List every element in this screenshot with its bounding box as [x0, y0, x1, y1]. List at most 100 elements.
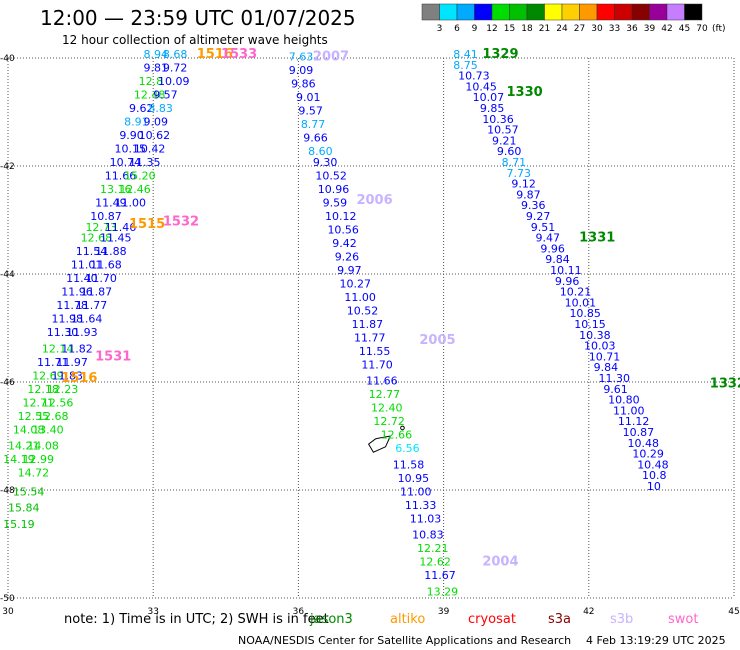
wave-height-label: 10.12 [325, 210, 357, 223]
wave-height-label: 11.01 [71, 259, 103, 272]
track-pass-label: 1332 [710, 376, 740, 391]
x-tick-label: 42 [583, 607, 594, 617]
wave-height-label: 9.66 [303, 132, 328, 145]
wave-height-label: 9.62 [129, 102, 154, 115]
wave-height-label: 9.60 [497, 145, 521, 158]
wave-height-label: 13.16 [100, 183, 131, 196]
wave-height-label: 10.56 [327, 224, 359, 237]
wave-height-label: 15.20 [124, 170, 156, 183]
wave-height-label: 10.48 [637, 458, 669, 471]
track-pass-label: 1533 [221, 47, 257, 62]
wave-height-label: 10.83 [412, 529, 444, 542]
track-pass-label: 2007 [313, 50, 349, 65]
colorbar-tick-label: 33 [609, 24, 620, 34]
wave-height-label: 8.83 [148, 102, 173, 115]
wave-height-label: 11.54 [76, 245, 108, 258]
wave-height-label: 12.40 [371, 402, 403, 415]
wave-height-label: 14.08 [27, 440, 59, 453]
wave-height-label: 9.96 [555, 275, 580, 288]
wave-height-label: 11.00 [344, 291, 376, 304]
wave-height-label: 9.51 [531, 221, 556, 234]
wave-height-label: 10.52 [347, 305, 379, 318]
wave-height-label: 11.78 [56, 299, 88, 312]
wave-height-label: 11.30 [598, 372, 630, 385]
wave-height-label: 12.71 [23, 396, 55, 409]
wave-height-label: 10.27 [340, 278, 372, 291]
colorbar-swatch [631, 3, 650, 21]
colorbar-tick-label: 6 [454, 24, 460, 34]
colorbar-swatch [456, 3, 475, 21]
wave-height-label: 10.07 [473, 91, 505, 104]
wave-height-label: 15.84 [8, 502, 40, 515]
wave-height-label: 11.00 [400, 485, 432, 498]
wave-height-label: 10.95 [398, 472, 430, 485]
wave-height-label: 9.59 [323, 197, 348, 210]
wave-height-label: 11.96 [61, 286, 93, 299]
wave-height-label: 9.84 [545, 253, 570, 266]
wave-height-label: 12.66 [381, 429, 413, 442]
wave-height-label: 10.03 [584, 340, 616, 353]
colorbar-swatch [526, 3, 545, 21]
wave-height-label: 8.60 [308, 145, 333, 158]
wave-height-label: 9.01 [296, 91, 321, 104]
wave-height-label: 10.87 [623, 426, 655, 439]
wave-height-label: 9.87 [516, 188, 541, 201]
colorbar-tick-label: 42 [661, 24, 672, 34]
wave-height-label: 12.48 [134, 89, 166, 102]
track-pass-label: 1516 [197, 47, 233, 62]
wave-height-label: 10.29 [632, 448, 664, 461]
wave-height-label: 15.54 [13, 485, 45, 498]
wave-height-label: 10.62 [139, 129, 171, 142]
wave-height-label: 12.77 [369, 388, 401, 401]
wave-height-label: 10.21 [560, 286, 592, 299]
wave-height-label: 10.73 [458, 70, 490, 83]
wave-height-label: 10.74 [110, 156, 142, 169]
wave-height-label: 10.57 [487, 124, 519, 137]
wave-height-label: 12.99 [23, 453, 55, 466]
wave-height-label: 11.77 [76, 299, 108, 312]
wave-height-label: 11.40 [66, 272, 98, 285]
track-pass-label: 1331 [579, 231, 615, 246]
wave-height-label: 11.45 [100, 232, 131, 245]
wave-height-label: 10.36 [482, 113, 514, 126]
colorbar-tick-label: 30 [591, 24, 603, 34]
wave-height-label: 14.19 [3, 453, 35, 466]
wave-height-label: 9.09 [144, 116, 169, 129]
note-text: note: 1) Time is in UTC; 2) SWH is in fe… [64, 612, 329, 627]
x-tick-label: 30 [2, 607, 14, 617]
wave-height-label: 11.35 [129, 156, 161, 169]
wave-height-label: 12.46 [119, 183, 151, 196]
wave-height-label: 9.57 [153, 89, 178, 102]
wave-height-label: 10.45 [465, 80, 497, 93]
legend-altiko: altiko [390, 612, 426, 627]
wave-height-label: 11.82 [61, 342, 93, 355]
wave-height-label: 9.12 [511, 178, 536, 191]
track-pass-label: 2006 [356, 193, 392, 208]
wave-height-label: 9.27 [526, 210, 551, 223]
track-pass-label: 1329 [482, 47, 518, 62]
colorbar-tick-label: 18 [521, 24, 533, 34]
wave-height-label: 11.66 [105, 170, 137, 183]
colorbar-swatch [666, 3, 685, 21]
colorbar-tick-label: 39 [644, 24, 656, 34]
colorbar-tick-label: 45 [679, 24, 690, 34]
wave-height-label: 8.41 [453, 48, 478, 61]
wave-height-label: 14.21 [8, 440, 40, 453]
colorbar-swatch [614, 3, 633, 21]
x-tick-label: 36 [293, 607, 305, 617]
colorbar-tick-label: 27 [574, 24, 585, 34]
x-tick-label: 45 [728, 607, 739, 617]
wave-height-label: 11.58 [393, 458, 425, 471]
wave-height-label: 9.30 [313, 156, 338, 169]
wave-height-label: 12.14 [42, 342, 74, 355]
wave-height-label: 10.11 [550, 264, 582, 277]
colorbar-tick-label: 9 [472, 24, 478, 34]
y-tick-label: -40 [0, 54, 15, 64]
wave-height-label: 9.86 [291, 78, 316, 91]
wave-height-label: 9.90 [119, 129, 144, 142]
colorbar-swatch [684, 3, 703, 21]
track-pass-label: 2005 [419, 333, 455, 348]
colorbar-swatch [509, 3, 528, 21]
colorbar-swatch [491, 3, 510, 21]
wave-height-label: 12.73 [85, 221, 117, 234]
